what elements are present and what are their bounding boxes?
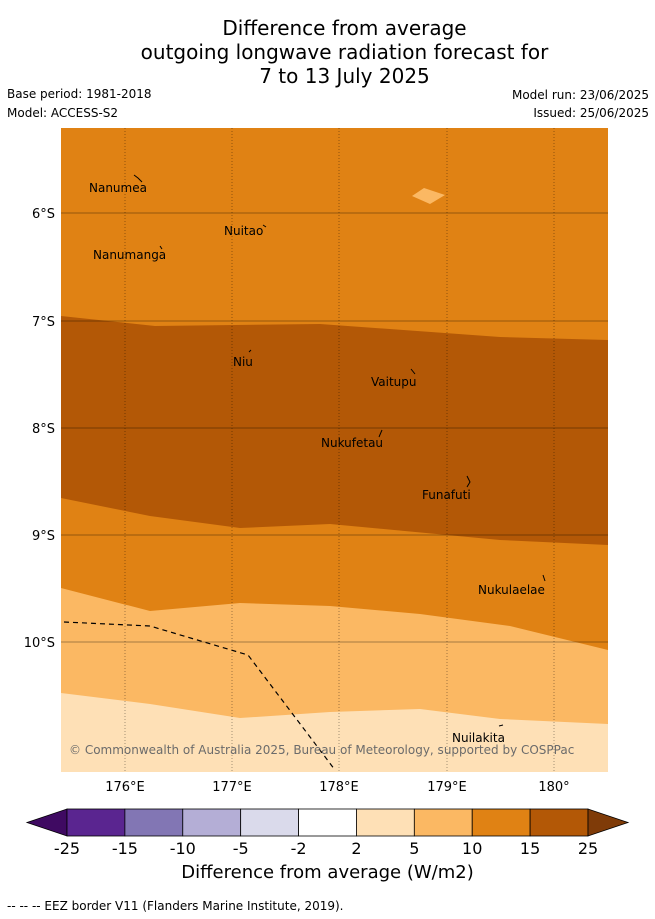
base-period: Base period: 1981-2018 bbox=[7, 87, 152, 101]
colorbar-segment bbox=[66, 808, 126, 837]
colorbar bbox=[25, 808, 630, 837]
lat-tick-label: 7°S bbox=[32, 315, 55, 330]
issued-date: Issued: 25/06/2025 bbox=[533, 106, 649, 120]
island-shape-nukulaelae bbox=[542, 574, 546, 582]
colorbar-tick-label: -2 bbox=[291, 839, 307, 858]
map-title: Difference from average outgoing longwav… bbox=[0, 16, 655, 88]
lat-tick-label: 10°S bbox=[24, 636, 55, 651]
colorbar-tick-label: 25 bbox=[578, 839, 598, 858]
lat-tick-label: 6°S bbox=[32, 207, 55, 222]
anomaly-patch-5-10 bbox=[412, 188, 445, 204]
colorbar-tick-label: -15 bbox=[112, 839, 138, 858]
colorbar-segment bbox=[529, 808, 589, 837]
colorbar-tick-label: 2 bbox=[351, 839, 361, 858]
lon-tick-label: 178°E bbox=[319, 780, 359, 795]
island-label-nuilakita: Nuilakita bbox=[452, 731, 505, 745]
colorbar-tick-label: 10 bbox=[462, 839, 482, 858]
island-label-nuitao: Nuitao bbox=[224, 224, 263, 238]
lon-tick-label: 176°E bbox=[105, 780, 145, 795]
map-plot-area: Nanumea Nuitao Nanumanga Niu Vaitupu Nuk… bbox=[61, 128, 608, 772]
title-line-3: 7 to 13 July 2025 bbox=[259, 64, 430, 88]
colorbar-segment bbox=[298, 808, 357, 837]
colorbar-label: Difference from average (W/m2) bbox=[181, 862, 474, 883]
island-shape-funafuti bbox=[466, 475, 471, 488]
colorbar-ticks: -25 -15 -10 -5 -2 2 5 10 15 25 bbox=[54, 839, 598, 858]
anomaly-band-2-5 bbox=[61, 693, 608, 772]
eez-border bbox=[63, 621, 336, 771]
colorbar-segment bbox=[356, 808, 415, 837]
title-line-1: Difference from average bbox=[222, 16, 467, 40]
island-label-niu: Niu bbox=[233, 355, 253, 369]
island-shape-vaitupu bbox=[410, 368, 416, 375]
island-shape-nuilakita bbox=[498, 724, 504, 727]
colorbar-tick-label: 15 bbox=[520, 839, 540, 858]
colorbar-tick-label: -5 bbox=[233, 839, 249, 858]
island-label-funafuti: Funafuti bbox=[422, 488, 471, 502]
island-label-nanumanga: Nanumanga bbox=[93, 248, 166, 262]
copyright-notice: © Commonwealth of Australia 2025, Bureau… bbox=[69, 743, 574, 757]
model-name: Model: ACCESS-S2 bbox=[7, 106, 119, 120]
colorbar-arrow-high bbox=[587, 808, 630, 837]
island-shape-nuitao bbox=[262, 224, 267, 228]
lat-tick-label: 8°S bbox=[32, 422, 55, 437]
colorbar-segment bbox=[413, 808, 473, 837]
model-run: Model run: 23/06/2025 bbox=[511, 88, 649, 102]
island-label-vaitupu: Vaitupu bbox=[371, 375, 417, 389]
colorbar-segment bbox=[240, 808, 299, 837]
latitude-gridlines bbox=[61, 212, 608, 643]
footnote: -- -- -- EEZ border V11 (Flanders Marine… bbox=[7, 899, 344, 913]
title-line-2: outgoing longwave radiation forecast for bbox=[140, 40, 549, 64]
colorbar-arrow-low bbox=[25, 808, 68, 837]
longitude-gridlines bbox=[124, 128, 555, 772]
anomaly-band-15-25 bbox=[61, 316, 608, 545]
island-label-nanumea: Nanumea bbox=[89, 181, 147, 195]
colorbar-tick-label: -25 bbox=[54, 839, 80, 858]
colorbar-tick-label: 5 bbox=[409, 839, 419, 858]
colorbar-tick-label: -10 bbox=[170, 839, 196, 858]
colorbar-segment bbox=[124, 808, 184, 837]
lat-tick-label: 9°S bbox=[32, 529, 55, 544]
lon-tick-label: 179°E bbox=[427, 780, 467, 795]
island-label-nukulaelae: Nukulaelae bbox=[478, 583, 545, 597]
colorbar-segment bbox=[182, 808, 242, 837]
island-shape-nanumanga bbox=[159, 245, 163, 250]
island-outlines bbox=[133, 174, 546, 727]
lon-tick-label: 180° bbox=[538, 780, 569, 795]
lon-tick-label: 177°E bbox=[212, 780, 252, 795]
island-shape-niu bbox=[248, 349, 252, 353]
island-label-nukufetau: Nukufetau bbox=[321, 436, 383, 450]
island-shape-nanumea bbox=[133, 174, 143, 183]
island-shape-nukufetau bbox=[378, 429, 383, 438]
colorbar-segment bbox=[471, 808, 531, 837]
